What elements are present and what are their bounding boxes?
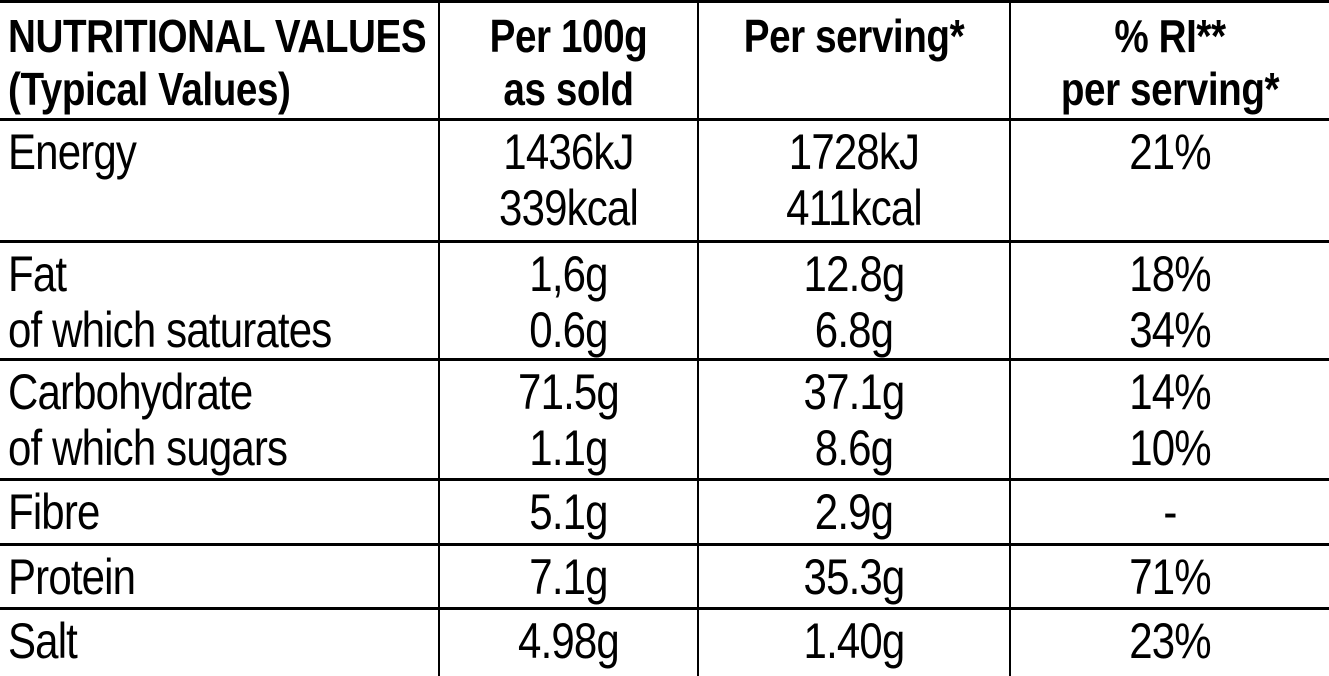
carbohydrate-label-cell: Carbohydrate of which sugars: [0, 361, 438, 478]
energy-ri-cell: 21%: [1009, 121, 1329, 240]
header-per-100g-line2: as sold: [503, 63, 634, 115]
fibre-label: Fibre: [8, 484, 100, 540]
sugars-label: of which sugars: [8, 420, 288, 476]
salt-ri-percent: 23%: [1129, 613, 1211, 669]
table-row-energy: Energy 1436kJ 339kcal 1728kJ 411kcal 21%: [0, 121, 1329, 243]
protein-per-100g: 7.1g: [529, 549, 608, 605]
fibre-per-100g-cell: 5.1g: [438, 481, 697, 543]
energy-per-100g-kj: 1436kJ: [503, 124, 634, 180]
salt-per-100g-cell: 4.98g: [438, 610, 697, 676]
saturates-per-serving: 6.8g: [814, 302, 894, 358]
fibre-ri-dash: -: [1163, 484, 1177, 540]
carbohydrate-label: Carbohydrate: [8, 364, 253, 420]
sugars-per-serving: 8.6g: [814, 420, 894, 476]
sugars-ri-percent: 10%: [1129, 420, 1211, 476]
header-per-serving: Per serving*: [697, 3, 1009, 118]
table-row-salt: Salt 4.98g 1.40g 23%: [0, 610, 1329, 676]
energy-label-cell: Energy: [0, 121, 438, 240]
header-title-line1: NUTRITIONAL VALUES: [8, 10, 427, 62]
protein-per-serving-cell: 35.3g: [697, 546, 1009, 607]
saturates-ri-percent: 34%: [1129, 302, 1211, 358]
fat-ri-percent: 18%: [1129, 246, 1211, 302]
protein-per-serving: 35.3g: [803, 549, 906, 605]
energy-per-100g-kcal: 339kcal: [499, 180, 639, 236]
header-per-100g-line1: Per 100g: [489, 10, 648, 62]
fat-per-100g: 1,6g: [529, 246, 608, 302]
header-nutritional-values: NUTRITIONAL VALUES (Typical Values): [0, 3, 438, 118]
salt-per-serving-cell: 1.40g: [697, 610, 1009, 676]
table-header-row: NUTRITIONAL VALUES (Typical Values) Per …: [0, 3, 1329, 121]
salt-per-100g: 4.98g: [518, 613, 620, 669]
carbohydrate-per-serving-cell: 37.1g 8.6g: [697, 361, 1009, 478]
fat-ri-cell: 18% 34%: [1009, 243, 1329, 358]
header-ri-per-serving: % RI** per serving*: [1009, 3, 1329, 118]
fat-label-cell: Fat of which saturates: [0, 243, 438, 358]
protein-label-cell: Protein: [0, 546, 438, 607]
protein-ri-cell: 71%: [1009, 546, 1329, 607]
saturates-per-100g: 0.6g: [529, 302, 608, 358]
carbohydrate-per-serving: 37.1g: [803, 364, 906, 420]
fibre-ri-cell: -: [1009, 481, 1329, 543]
protein-ri-percent: 71%: [1129, 549, 1211, 605]
energy-per-serving-kj: 1728kJ: [788, 124, 920, 180]
energy-per-serving-cell: 1728kJ 411kcal: [697, 121, 1009, 240]
header-ri-line2: per serving*: [1060, 63, 1280, 115]
header-ri-line1: % RI**: [1114, 10, 1226, 62]
salt-per-serving: 1.40g: [803, 613, 906, 669]
table-row-protein: Protein 7.1g 35.3g 71%: [0, 546, 1329, 610]
sugars-per-100g: 1.1g: [529, 420, 608, 476]
salt-label: Salt: [8, 613, 78, 669]
fibre-per-serving-cell: 2.9g: [697, 481, 1009, 543]
salt-label-cell: Salt: [0, 610, 438, 676]
header-per-serving-line1: Per serving*: [743, 10, 965, 62]
header-title-line2: (Typical Values): [8, 63, 291, 115]
fibre-label-cell: Fibre: [0, 481, 438, 543]
energy-per-serving-kcal: 411kcal: [786, 180, 923, 236]
fat-per-serving: 12.8g: [803, 246, 906, 302]
carbohydrate-per-100g-cell: 71.5g 1.1g: [438, 361, 697, 478]
fat-per-serving-cell: 12.8g 6.8g: [697, 243, 1009, 358]
energy-ri-percent: 21%: [1129, 124, 1211, 180]
fat-per-100g-cell: 1,6g 0.6g: [438, 243, 697, 358]
header-per-100g: Per 100g as sold: [438, 3, 697, 118]
saturates-label: of which saturates: [8, 302, 332, 358]
table-row-fibre: Fibre 5.1g 2.9g -: [0, 481, 1329, 546]
table-row-carbohydrate: Carbohydrate of which sugars 71.5g 1.1g …: [0, 361, 1329, 481]
fibre-per-serving: 2.9g: [814, 484, 894, 540]
fibre-per-100g: 5.1g: [529, 484, 608, 540]
energy-label: Energy: [8, 124, 137, 180]
energy-per-100g-cell: 1436kJ 339kcal: [438, 121, 697, 240]
protein-per-100g-cell: 7.1g: [438, 546, 697, 607]
fat-label: Fat: [8, 246, 67, 302]
carbohydrate-ri-percent: 14%: [1129, 364, 1211, 420]
carbohydrate-ri-cell: 14% 10%: [1009, 361, 1329, 478]
protein-label: Protein: [8, 549, 136, 605]
salt-ri-cell: 23%: [1009, 610, 1329, 676]
carbohydrate-per-100g: 71.5g: [518, 364, 620, 420]
table-row-fat: Fat of which saturates 1,6g 0.6g 12.8g 6…: [0, 243, 1329, 361]
